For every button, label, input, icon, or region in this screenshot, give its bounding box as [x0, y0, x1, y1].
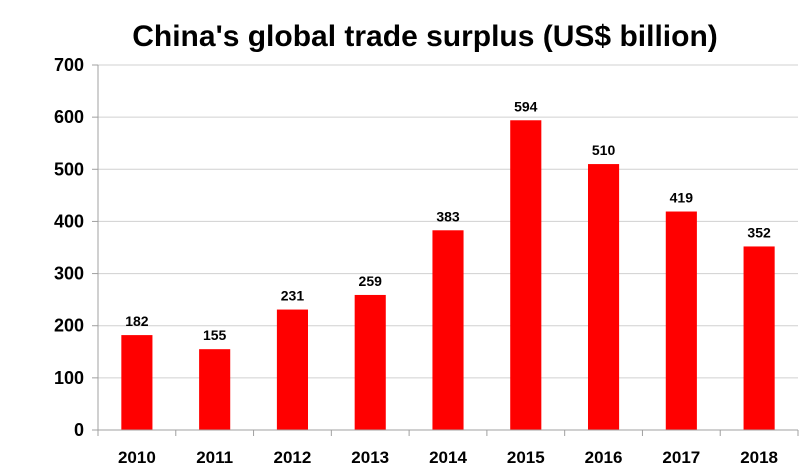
bar-2016	[588, 164, 620, 431]
bar-2017	[665, 211, 697, 430]
bars	[121, 120, 775, 431]
data-label-2018: 352	[747, 224, 771, 240]
chart-title: China's global trade surplus (US$ billio…	[132, 20, 718, 53]
y-tick-label: 600	[54, 107, 84, 127]
bar-2014	[432, 230, 464, 430]
bar-2011	[199, 349, 231, 430]
data-label-2016: 510	[592, 142, 616, 158]
y-tick-label: 100	[54, 368, 84, 388]
x-tick-label-2015: 2015	[507, 448, 545, 467]
bar-2012	[276, 309, 308, 430]
x-tick-label-2016: 2016	[585, 448, 623, 467]
x-tick-label-2014: 2014	[429, 448, 467, 467]
data-labels: 182 155 231 259 383 594 510 419 352	[125, 98, 771, 343]
x-tick-label-2013: 2013	[351, 448, 389, 467]
bar-2010	[121, 335, 153, 430]
data-label-2011: 155	[203, 327, 227, 343]
x-tick-label-2011: 2011	[196, 448, 233, 467]
y-tick-label: 500	[54, 159, 84, 179]
data-label-2012: 231	[281, 288, 305, 304]
y-tick-label: 200	[54, 316, 84, 336]
bar-2015	[510, 120, 542, 431]
data-label-2014: 383	[436, 208, 460, 224]
y-tick-label: 400	[54, 211, 84, 231]
y-tick-label: 700	[54, 55, 84, 75]
x-tick-label-2018: 2018	[740, 448, 778, 467]
x-tick-label-2017: 2017	[662, 448, 700, 467]
x-tick-label-2012: 2012	[274, 448, 312, 467]
y-tick-label: 300	[54, 264, 84, 284]
data-label-2017: 419	[670, 190, 694, 206]
bar-2013	[354, 294, 386, 430]
axes: 0 100 200 300 400 500 600 700 2010 2011 2012 2013 20…	[54, 55, 799, 467]
x-tick-label-2010: 2010	[118, 448, 156, 467]
data-label-2010: 182	[125, 313, 149, 329]
bar-2018	[743, 246, 775, 430]
data-label-2015: 594	[514, 98, 538, 114]
y-tick-label: 0	[74, 420, 84, 440]
data-label-2013: 259	[359, 273, 383, 289]
